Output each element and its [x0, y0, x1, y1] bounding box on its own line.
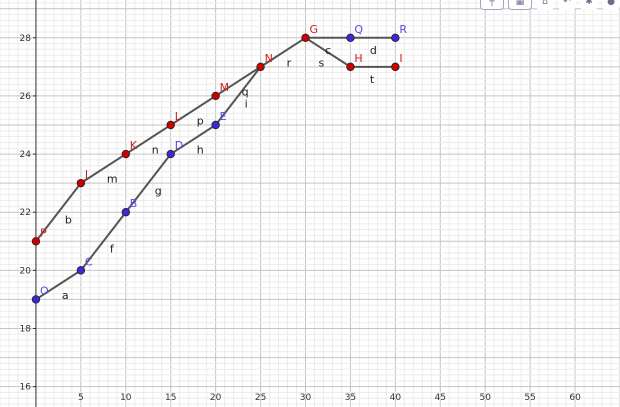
point-K[interactable] — [121, 149, 130, 159]
point-label-B: B — [130, 197, 138, 210]
point-M[interactable] — [211, 91, 220, 101]
point-I[interactable] — [391, 62, 400, 72]
point-O[interactable] — [31, 295, 41, 304]
grid-icon[interactable]: ▦ — [508, 0, 532, 10]
y-tick-label: 26 — [19, 92, 31, 102]
point-label-H: H — [354, 52, 362, 65]
x-tick-label: 30 — [300, 393, 312, 403]
point-label-O: O — [40, 284, 49, 297]
x-tick-label: 5 — [78, 393, 84, 403]
y-tick-label: 28 — [19, 34, 31, 44]
point-D[interactable] — [166, 149, 175, 159]
segment-label-r: r — [287, 56, 292, 69]
segment-h[interactable] — [170, 124, 217, 155]
point-E[interactable] — [211, 120, 220, 130]
segment-label-i: i — [245, 97, 248, 110]
segment-label-p: p — [197, 115, 204, 128]
segment-a[interactable] — [35, 269, 82, 301]
point-H[interactable] — [346, 62, 355, 72]
point-P[interactable] — [31, 237, 41, 246]
segment-s[interactable] — [304, 36, 351, 68]
x-tick-label: 50 — [479, 393, 491, 403]
x-tick-label: 15 — [165, 393, 176, 403]
x-tick-label: 45 — [435, 393, 446, 403]
point-label-E: E — [220, 110, 227, 123]
segment-q[interactable] — [215, 66, 262, 97]
point-label-D: D — [175, 139, 183, 152]
undo-icon[interactable]: ↶ — [558, 0, 576, 10]
segment-label-a: a — [62, 289, 69, 302]
toggle-icon[interactable]: ● — [602, 0, 620, 10]
point-label-Q: Q — [354, 23, 363, 36]
point-label-I: I — [399, 52, 402, 65]
x-tick-label: 60 — [569, 393, 581, 403]
point-J[interactable] — [76, 178, 86, 188]
segment-label-s: s — [318, 56, 324, 69]
segment-label-m: m — [107, 173, 118, 186]
point-label-K: K — [130, 139, 138, 152]
settings-icon[interactable]: ✱ — [580, 0, 598, 10]
point-label-G: G — [310, 23, 319, 36]
point-N[interactable] — [256, 62, 265, 72]
point-C[interactable] — [76, 266, 86, 275]
graphics-toolbar: ┼ ▦ ⌂ ↶ ✱ ● — [480, 0, 620, 10]
point-label-C: C — [85, 255, 93, 268]
graph-style-icon[interactable]: ┼ — [480, 0, 504, 10]
y-tick-label: 20 — [19, 266, 31, 276]
point-G[interactable] — [301, 33, 310, 42]
segment-label-g: g — [155, 184, 162, 197]
x-tick-label: 40 — [390, 393, 402, 403]
point-label-M: M — [220, 81, 230, 94]
point-B[interactable] — [121, 208, 130, 217]
segment-label-f: f — [110, 243, 115, 256]
segment-label-h: h — [197, 144, 204, 157]
segment-m[interactable] — [80, 153, 127, 184]
segment-p[interactable] — [170, 95, 217, 126]
point-label-L: L — [175, 110, 182, 123]
segment-label-b: b — [65, 214, 72, 227]
x-tick-label: 20 — [210, 393, 222, 403]
y-tick-label: 18 — [19, 325, 31, 335]
x-tick-label: 25 — [255, 393, 266, 403]
y-tick-label: 24 — [19, 150, 31, 160]
segment-label-d: d — [370, 44, 377, 57]
point-label-P: P — [40, 226, 47, 239]
x-tick-label: 35 — [345, 393, 356, 403]
point-label-N: N — [265, 52, 273, 65]
y-tick-label: 22 — [19, 208, 30, 218]
segment-label-q: q — [242, 85, 249, 98]
point-label-R: R — [399, 23, 407, 36]
segment-n[interactable] — [125, 124, 172, 155]
segment-label-n: n — [152, 144, 159, 157]
point-R[interactable] — [391, 33, 400, 42]
segment-label-t: t — [370, 73, 375, 86]
segment-f[interactable] — [80, 211, 127, 271]
point-L[interactable] — [166, 120, 175, 130]
home-icon[interactable]: ⌂ — [536, 0, 554, 10]
segment-g[interactable] — [125, 153, 172, 213]
segment-label-c: c — [325, 44, 331, 57]
point-Q[interactable] — [346, 33, 355, 42]
x-tick-label: 10 — [120, 393, 132, 403]
segment-r[interactable] — [260, 36, 307, 68]
y-tick-label: 16 — [19, 383, 31, 393]
x-tick-label: 55 — [524, 393, 535, 403]
segment-b[interactable] — [35, 182, 82, 242]
segment-i[interactable] — [214, 66, 262, 126]
point-label-J: J — [84, 168, 88, 181]
